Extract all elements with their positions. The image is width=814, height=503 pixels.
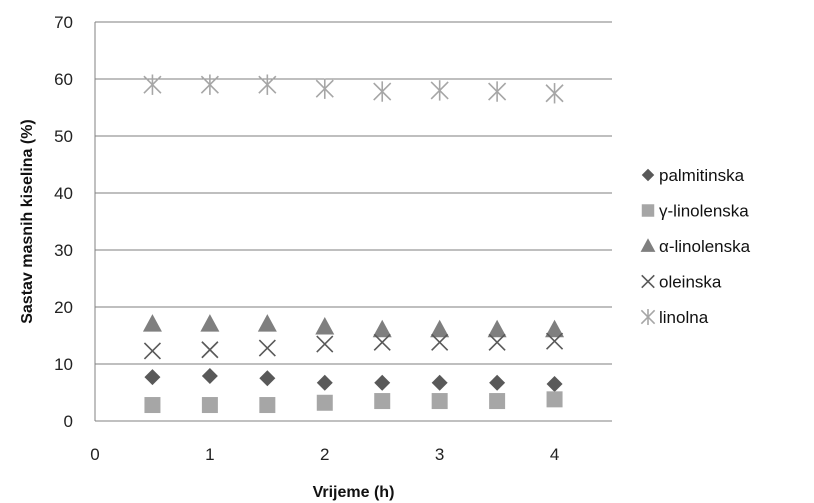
series-3 (142, 314, 565, 338)
data-point (545, 332, 564, 350)
x-tick-label: 3 (435, 445, 444, 464)
data-point (201, 397, 218, 414)
data-point (315, 78, 334, 99)
data-point (489, 374, 506, 391)
y-axis-title: Sastav masnih kiselina (%) (19, 119, 36, 324)
data-point (201, 367, 218, 384)
y-tick-label: 0 (64, 412, 73, 431)
legend-item: oleinska (641, 273, 722, 292)
legend-item: palmitinska (641, 166, 745, 185)
series-2 (144, 391, 563, 414)
legend-marker (640, 309, 656, 325)
data-point (431, 393, 448, 410)
x-tick-labels: 0 1 2 3 4 (90, 445, 559, 464)
legend-marker (641, 274, 655, 289)
x-tick-label: 4 (550, 445, 559, 464)
data-point (143, 74, 162, 95)
legend-label: linolna (659, 308, 709, 327)
data-point (545, 319, 565, 338)
legend: palmitinska γ-linolenska α-linolenska olein… (640, 166, 751, 327)
data-point (258, 74, 277, 95)
data-point (373, 81, 392, 102)
data-point (201, 341, 219, 359)
y-tick-labels: 0 10 20 30 40 50 60 70 (54, 13, 73, 431)
data-point (200, 314, 220, 332)
legend-item: linolna (640, 308, 709, 327)
data-point (546, 375, 563, 392)
data-point (430, 319, 450, 338)
data-point (487, 319, 507, 338)
data-point (316, 335, 334, 353)
data-point (144, 369, 161, 386)
data-point (257, 314, 277, 332)
data-point (258, 339, 276, 357)
data-point (374, 393, 391, 410)
data-point (142, 314, 162, 332)
data-point (488, 81, 507, 102)
x-tick-label: 2 (320, 445, 329, 464)
data-point (546, 391, 563, 408)
legend-label: palmitinska (659, 166, 745, 185)
data-point (143, 342, 162, 360)
data-point (259, 397, 276, 414)
y-tick-label: 20 (54, 298, 73, 317)
data-point (430, 80, 449, 101)
data-point (545, 83, 564, 104)
data-point (372, 319, 392, 338)
legend-label: oleinska (659, 273, 722, 292)
data-point (489, 393, 506, 410)
y-tick-label: 40 (54, 184, 73, 203)
series-4 (143, 332, 564, 360)
axes (94, 22, 612, 422)
data-point (316, 394, 333, 411)
legend-label: γ-linolenska (659, 202, 749, 221)
x-axis-title: Vrijeme (h) (313, 484, 395, 501)
legend-marker (640, 238, 656, 252)
data-point (200, 74, 219, 95)
data-point (374, 374, 391, 391)
data-point (431, 374, 448, 391)
y-tick-label: 10 (54, 355, 73, 374)
series-1 (144, 367, 563, 392)
data-points (142, 74, 565, 414)
y-tick-label: 30 (54, 241, 73, 260)
data-point (144, 397, 161, 414)
gridlines (95, 21, 612, 365)
data-point (316, 374, 333, 391)
y-tick-label: 60 (54, 70, 73, 89)
data-point (488, 333, 506, 351)
data-point (315, 316, 335, 335)
y-tick-label: 70 (54, 13, 73, 32)
x-tick-label: 1 (205, 445, 214, 464)
data-point (259, 370, 276, 387)
legend-marker (641, 204, 655, 217)
data-point (373, 333, 391, 351)
data-point (431, 333, 449, 351)
y-tick-label: 50 (54, 127, 73, 146)
x-tick-label: 0 (90, 445, 99, 464)
legend-label: α-linolenska (659, 237, 751, 256)
legend-item: γ-linolenska (641, 202, 749, 221)
series-5 (143, 74, 564, 104)
legend-item: α-linolenska (640, 237, 751, 256)
legend-marker (641, 168, 655, 182)
